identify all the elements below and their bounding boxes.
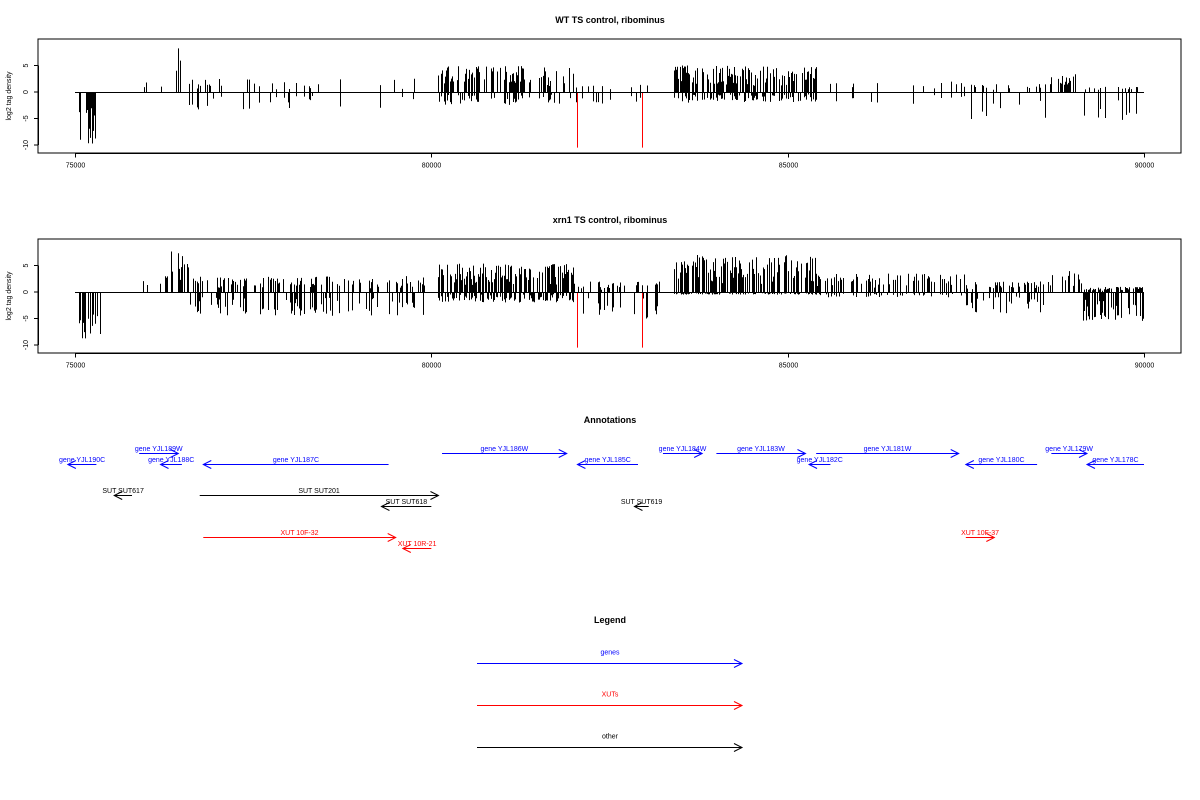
wt-x-tick-label: 75000 [66,163,86,170]
feature-label: gene YJL187C [273,457,319,464]
wt-x-tick-label: 90000 [1135,163,1155,170]
wt-plot-frame [37,38,1182,154]
feature-sut-sut618: SUT SUT618 [380,499,432,511]
xrn1-y-axis: -10 -5 0 5 [23,263,39,350]
feature-label: XUT 10R-21 [398,541,437,548]
xrn1-y-tick-label: -5 [23,315,30,321]
xrn1-y-tick-label: -10 [23,340,30,350]
legend-label: XUTs [602,692,619,699]
feature-gene-yjl181w: gene YJL181W [816,446,960,458]
feature-gene-yjl189w: gene YJL189W [135,446,183,458]
feature-label: SUT SUT619 [621,499,663,506]
feature-label: gene YJL185C [585,457,631,464]
wt-panel-title: WT TS control, ribominus [555,15,665,25]
feature-label: XUT 10F-32 [280,530,318,537]
feature-gene-yjl187c: gene YJL187C [202,457,389,469]
legend-label: genes [600,650,620,657]
wt-density-panel: WT TS control, ribominus log2 tag densit… [6,15,1182,170]
feature-gene-yjl180c: gene YJL180C [964,457,1038,469]
feature-label: gene YJL189W [135,446,183,453]
xrn1-highlight-bars [577,292,643,348]
legend-item-genes: genes [477,650,744,668]
legend: Legend genes XUTs other [477,615,744,752]
feature-label: SUT SUT201 [298,488,340,495]
feature-gene-yjl184w: gene YJL184W [659,446,707,458]
xrn1-bars [79,251,1144,339]
wt-x-tick-label: 80000 [422,163,442,170]
feature-label: gene YJL180C [978,457,1024,464]
legend-title: Legend [594,615,626,625]
xrn1-y-axis-label: log2 tag density [6,271,13,321]
feature-gene-yjl186w: gene YJL186W [442,446,568,458]
legend-label: other [602,734,619,741]
xrn1-y-tick-label: 0 [23,290,30,294]
legend-items: genes XUTs other [477,650,744,752]
annotations-title: Annotations [584,415,637,425]
feature-label: gene YJL182C [797,457,843,464]
xrn1-x-axis: 75000 80000 85000 90000 [66,353,1155,370]
feature-gene-yjl179w: gene YJL179W [1045,446,1093,458]
xrn1-x-tick-label: 80000 [422,363,442,370]
wt-y-tick-label: 0 [23,90,30,94]
xrn1-x-tick-label: 75000 [66,363,86,370]
feature-label: gene YJL183W [737,446,785,453]
feature-sut-sut617: SUT SUT617 [102,488,144,500]
feature-label: gene YJL188C [148,457,194,464]
wt-y-tick-label: -10 [23,140,30,150]
feature-label: XUT 10F-37 [961,530,999,537]
feature-label: gene YJL179W [1045,446,1093,453]
feature-label: gene YJL186W [481,446,529,453]
xrn1-x-tick-label: 85000 [779,363,799,370]
feature-label: SUT SUT617 [102,488,144,495]
xrn1-density-panel: xrn1 TS control, ribominus log2 tag dens… [6,215,1182,370]
feature-sut-sut619: SUT SUT619 [621,499,663,511]
feature-gene-yjl190c: gene YJL190C [59,457,105,469]
xrn1-x-tick-label: 90000 [1135,363,1155,370]
feature-gene-yjl178c: gene YJL178C [1085,457,1144,469]
feature-xut-10r-21: XUT 10R-21 [398,541,437,553]
feature-label: gene YJL184W [659,446,707,453]
feature-xut-10f-37: XUT 10F-37 [961,530,999,542]
feature-gene-yjl185c: gene YJL185C [576,457,639,469]
feature-gene-yjl182c: gene YJL182C [797,457,843,469]
feature-label: SUT SUT618 [386,499,428,506]
feature-xut-10f-32: XUT 10F-32 [203,530,397,542]
xrn1-y-tick-label: 5 [23,263,30,267]
wt-highlight-bars [577,92,643,148]
feature-label: gene YJL178C [1092,457,1138,464]
feature-sut-sut201: SUT SUT201 [199,488,440,500]
xrn1-panel-title: xrn1 TS control, ribominus [553,215,668,225]
feature-gene-yjl183w: gene YJL183W [716,446,807,458]
wt-x-tick-label: 85000 [779,163,799,170]
wt-x-axis: 75000 80000 85000 90000 [66,153,1155,170]
wt-bars [79,48,1138,144]
wt-y-tick-label: 5 [23,63,30,67]
wt-y-tick-label: -5 [23,115,30,121]
wt-y-axis: -10 -5 0 5 [23,63,39,150]
legend-item-other: other [477,734,744,752]
feature-arrows: gene YJL190C gene YJL189W gene YJL188C gene… [59,446,1144,553]
feature-label: gene YJL181W [864,446,912,453]
feature-gene-yjl188c: gene YJL188C [148,457,194,469]
feature-label: gene YJL190C [59,457,105,464]
legend-item-xuts: XUTs [477,692,744,710]
wt-y-axis-label: log2 tag density [6,71,13,121]
